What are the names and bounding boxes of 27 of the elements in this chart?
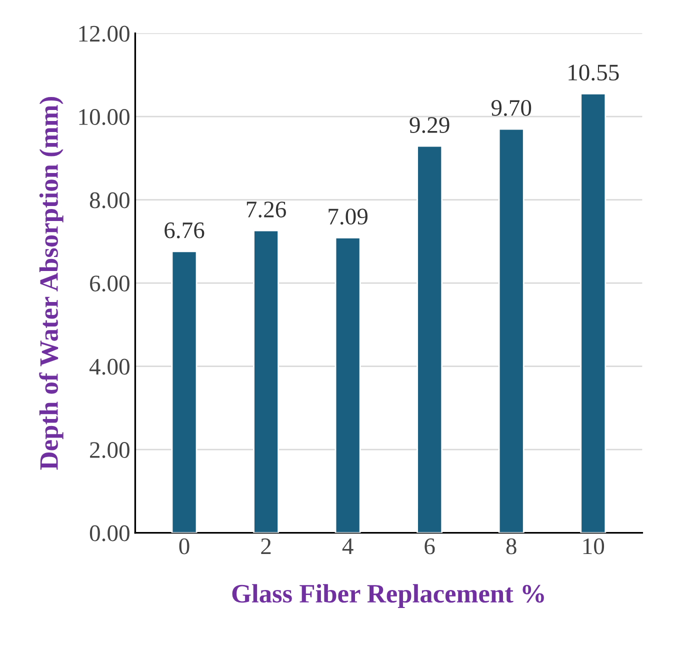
- data-label: 9.29: [410, 117, 450, 134]
- y-tick-label: 0.00: [90, 525, 130, 542]
- bar: [498, 128, 524, 533]
- bar: [580, 92, 606, 533]
- bar: [334, 236, 361, 533]
- data-label: 6.76: [164, 222, 204, 238]
- x-tick-label: 10: [583, 538, 604, 554]
- x-tick-label: 8: [506, 538, 516, 554]
- x-tick-label: 6: [424, 538, 435, 554]
- bar: [416, 145, 443, 533]
- y-tick-label: 2.00: [90, 442, 130, 458]
- data-label: 9.70: [491, 100, 532, 116]
- bar: [171, 250, 198, 533]
- y-axis-title: Depth of Water Absorption (mm): [39, 97, 64, 470]
- x-axis-title: Glass Fiber Replacement %: [232, 584, 544, 608]
- y-tick-label: 10.00: [79, 109, 130, 126]
- x-tick-label: 0: [179, 538, 190, 554]
- data-label: 7.09: [328, 208, 368, 225]
- data-label: 7.26: [246, 202, 286, 218]
- data-label: 10.55: [568, 64, 619, 81]
- y-tick-label: 8.00: [90, 192, 130, 208]
- y-tick-label: 4.00: [89, 358, 130, 375]
- y-tick-label: 12.00: [79, 26, 130, 42]
- x-tick-label: 2: [261, 538, 271, 554]
- y-tick-label: 6.00: [90, 276, 130, 292]
- x-tick-label: 4: [342, 538, 354, 554]
- bar: [253, 230, 279, 533]
